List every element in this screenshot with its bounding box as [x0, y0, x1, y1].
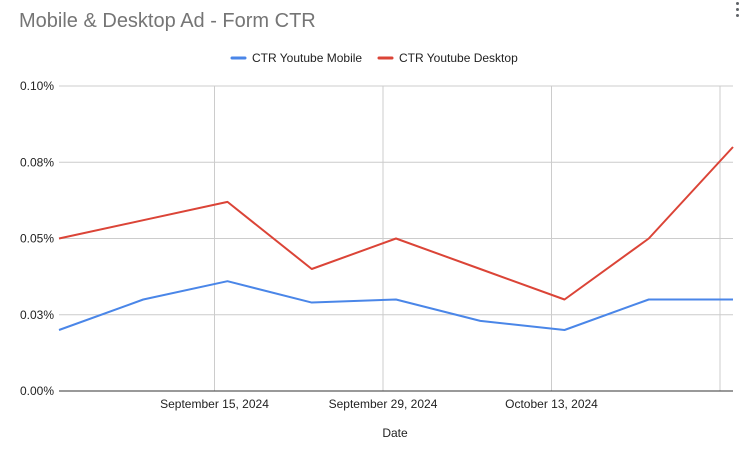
data-point [226, 279, 230, 283]
y-tick-label: 0.03% [20, 308, 54, 322]
legend-label: CTR Youtube Mobile [252, 51, 362, 65]
data-point [141, 218, 145, 222]
data-point [141, 298, 145, 302]
legend-label: CTR Youtube Desktop [399, 51, 518, 65]
data-point [57, 328, 61, 332]
data-point [731, 298, 735, 302]
y-tick-label: 0.10% [20, 79, 54, 93]
x-tick-label: October 13, 2024 [505, 397, 598, 411]
data-point [310, 301, 314, 305]
y-axis-ticks: 0.00% 0.03% 0.05% 0.08% 0.10% [20, 79, 54, 398]
x-axis-label: Date [382, 426, 408, 440]
x-tick-label: September 15, 2024 [160, 397, 269, 411]
y-tick-label: 0.08% [20, 155, 54, 169]
data-point [310, 267, 314, 271]
chart-title: Mobile & Desktop Ad - Form CTR [19, 10, 316, 32]
data-point [647, 298, 651, 302]
legend: CTR Youtube Mobile CTR Youtube Desktop [230, 51, 518, 65]
data-point [563, 298, 567, 302]
x-tick-label: September 29, 2024 [329, 397, 438, 411]
more-vert-icon[interactable] [735, 2, 741, 20]
data-point [226, 200, 230, 204]
y-tick-label: 0.05% [20, 232, 54, 246]
data-point [57, 237, 61, 241]
y-tick-label: 0.00% [20, 384, 54, 398]
data-point [394, 298, 398, 302]
data-point [647, 237, 651, 241]
series-line-mobile [58, 280, 733, 331]
x-axis-ticks: September 15, 2024 September 29, 2024 Octo… [160, 397, 598, 411]
data-point [478, 267, 482, 271]
series-lines [57, 145, 735, 332]
series-line-desktop [58, 146, 734, 301]
data-point [563, 328, 567, 332]
data-point [394, 237, 398, 241]
data-point [731, 145, 735, 149]
data-point [478, 319, 482, 323]
